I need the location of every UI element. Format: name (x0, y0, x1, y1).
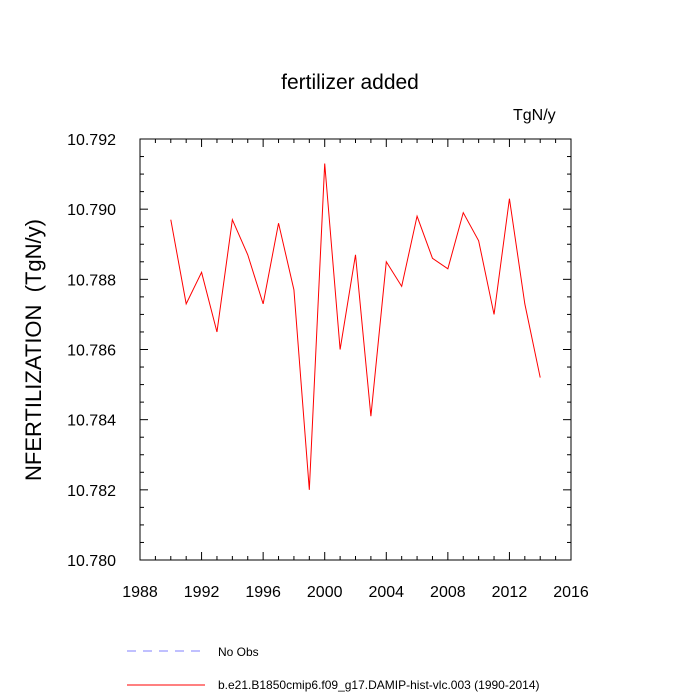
x-tick-label: 1996 (245, 584, 281, 601)
x-tick-label: 2008 (430, 584, 466, 601)
y-tick-label: 10.792 (67, 132, 116, 149)
x-tick-label: 2004 (368, 584, 404, 601)
x-tick-label: 2000 (307, 584, 343, 601)
y-tick-label: 10.780 (67, 553, 116, 570)
legend-label-no-obs: No Obs (218, 645, 259, 659)
x-tick-label: 1992 (184, 584, 220, 601)
x-tick-label: 2012 (492, 584, 528, 601)
y-tick-label: 10.786 (67, 343, 116, 360)
y-tick-label: 10.784 (67, 413, 116, 430)
series-line (170, 163, 541, 490)
y-tick-label: 10.790 (67, 202, 116, 219)
y-tick-label: 10.782 (67, 483, 116, 500)
y-tick-label: 10.788 (67, 272, 116, 289)
plot-frame (139, 138, 572, 561)
x-tick-label: 2016 (553, 584, 589, 601)
chart-title: fertilizer added (281, 71, 419, 94)
legend-label-model-run: b.e21.B1850cmip6.f09_g17.DAMIP-hist-vlc.… (218, 678, 540, 692)
units-label: TgN/y (513, 107, 556, 124)
x-tick-label: 1988 (122, 584, 158, 601)
